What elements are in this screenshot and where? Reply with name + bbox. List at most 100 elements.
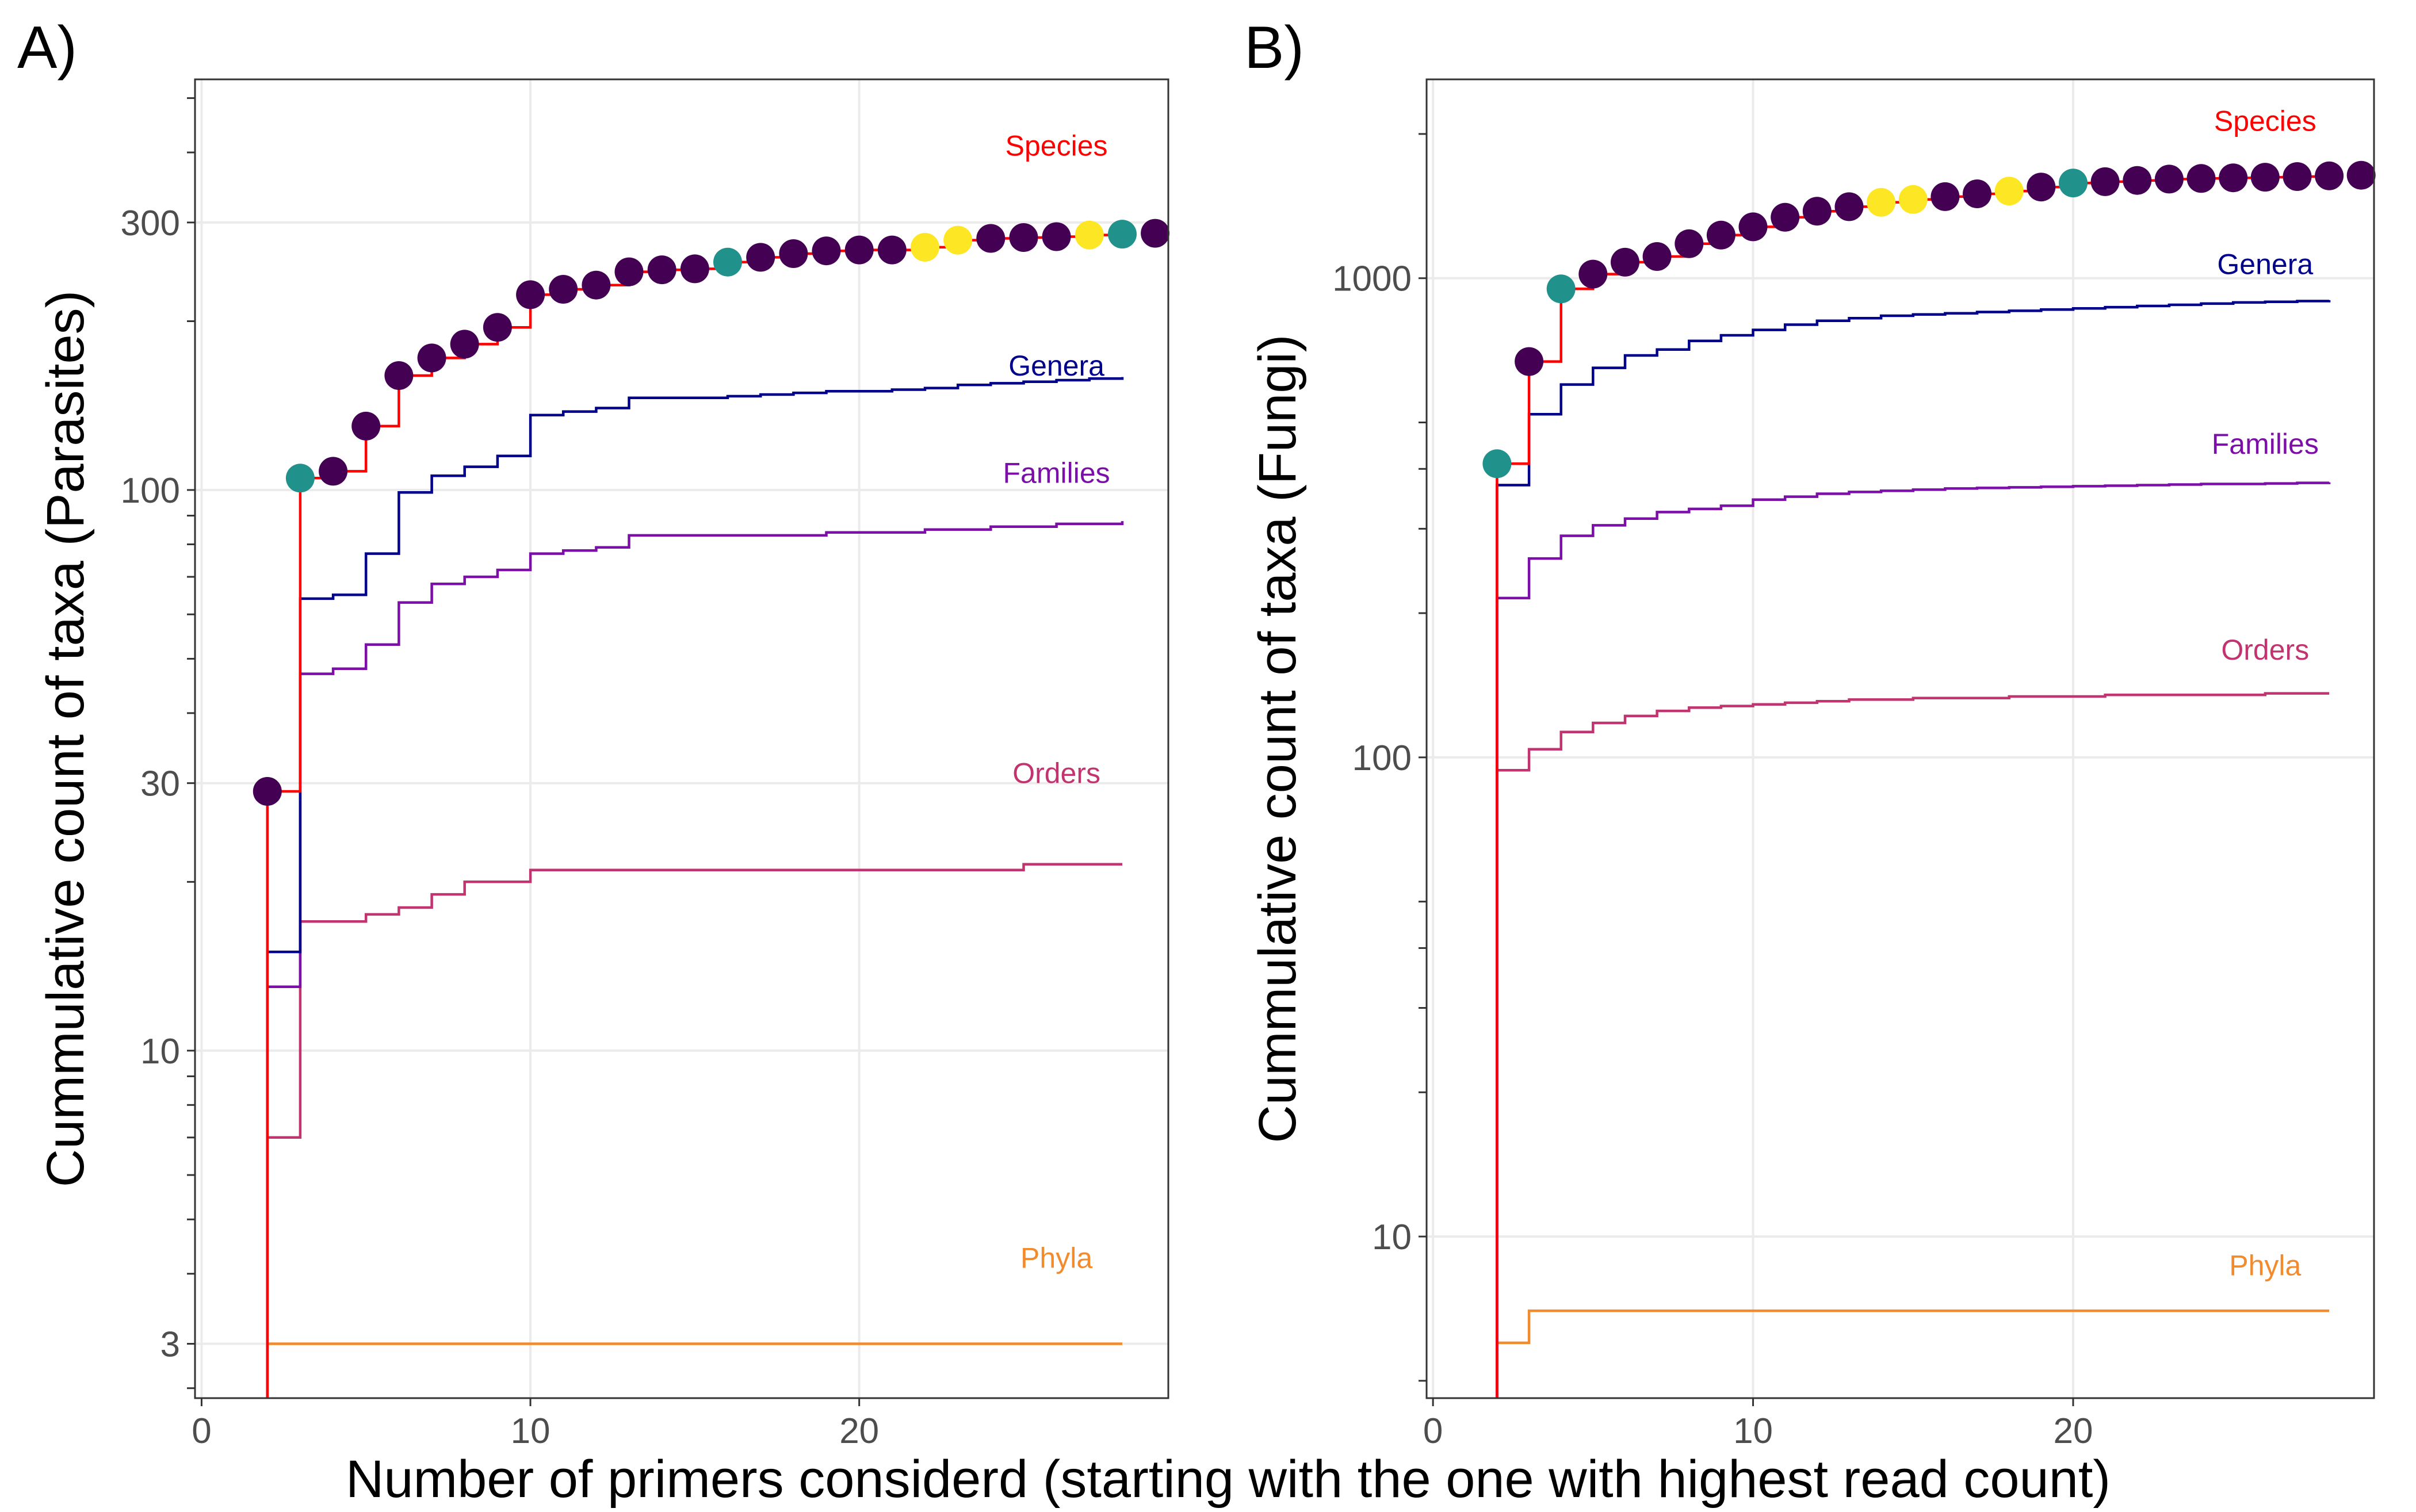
series-line-orders — [1496, 692, 2330, 1398]
species-point — [1834, 192, 1864, 221]
species-point — [319, 457, 348, 486]
series-label-phyla: Phyla — [1020, 1242, 1092, 1274]
species-point — [516, 280, 545, 309]
series-line-genera — [1496, 300, 2331, 1398]
panel-label: B) — [1244, 14, 1304, 81]
species-point — [680, 254, 709, 284]
x-tick-label: 10 — [1733, 1411, 1773, 1451]
series-label-genera: Genera — [1008, 350, 1104, 382]
species-point — [1042, 222, 1071, 251]
species-point — [1898, 185, 1928, 214]
x-tick-label: 0 — [1423, 1411, 1443, 1451]
species-point — [1515, 347, 1544, 376]
y-tick-label: 3 — [160, 1325, 180, 1365]
species-point — [844, 235, 874, 265]
species-point — [253, 777, 282, 806]
plot-frame — [194, 78, 1169, 1399]
species-point — [1963, 179, 1991, 208]
species-point — [2186, 164, 2216, 193]
series-label-species: Species — [2214, 105, 2316, 137]
y-tick-label: 30 — [140, 764, 180, 804]
species-point — [1930, 182, 1960, 211]
species-point — [647, 255, 676, 285]
species-point — [384, 361, 414, 390]
species-point — [1578, 259, 1608, 289]
species-point — [2219, 163, 2248, 193]
series-line-families — [266, 521, 1124, 1398]
species-point — [1009, 223, 1038, 252]
series-label-species: Species — [1006, 129, 1108, 162]
series-label-phyla: Phyla — [2229, 1249, 2301, 1281]
species-point — [2090, 167, 2120, 196]
plot-frame — [1425, 78, 2375, 1399]
species-point — [976, 224, 1006, 253]
x-tick-label: 10 — [511, 1411, 551, 1451]
series-line-families — [1496, 481, 2331, 1398]
series-line-phyla — [266, 1342, 1122, 1398]
species-point — [2123, 166, 2152, 195]
species-point — [1802, 197, 1832, 226]
species-point — [1141, 219, 1170, 248]
species-point — [351, 411, 381, 441]
species-point — [779, 239, 808, 268]
species-point — [1075, 220, 1104, 250]
species-point — [911, 232, 939, 262]
species-point — [450, 330, 479, 359]
species-point — [2250, 163, 2280, 192]
species-point — [417, 343, 446, 373]
species-point — [1771, 202, 1800, 232]
species-point — [483, 313, 512, 342]
series-label-orders: Orders — [1012, 757, 1100, 790]
x-axis-title: Number of primers considerd (starting wi… — [346, 1450, 2111, 1509]
species-point — [2027, 173, 2056, 202]
panel-a: A) Species Genera Families Orders Phyla 3 10 30 1… — [17, 14, 1170, 1451]
plot-background — [1427, 79, 2374, 1398]
species-point — [614, 257, 644, 286]
y-tick-label: 10 — [1372, 1218, 1412, 1257]
y-axis-title: Cummulative count of taxa (Parasites) — [36, 290, 95, 1188]
y-tick-label: 100 — [1352, 738, 1412, 778]
y-tick-label: 100 — [121, 471, 180, 511]
species-point — [1482, 449, 1512, 479]
species-point — [713, 247, 742, 277]
species-point — [1867, 187, 1896, 217]
species-point — [1546, 274, 1576, 304]
species-point — [746, 243, 775, 272]
series-line-phyla — [1496, 1309, 2330, 1398]
species-point — [1611, 247, 1639, 277]
x-tick-label: 20 — [839, 1411, 879, 1451]
species-point — [2059, 169, 2088, 198]
species-point — [582, 270, 611, 300]
y-tick-label: 1000 — [1332, 259, 1412, 299]
y-tick-label: 10 — [140, 1032, 180, 1071]
series-label-families: Families — [1003, 457, 1110, 489]
panel-label: A) — [17, 14, 77, 81]
y-axis-title: Cummulative count of taxa (Fungi) — [1248, 334, 1307, 1143]
x-tick-label: 20 — [2053, 1411, 2093, 1451]
species-point — [1108, 220, 1137, 249]
species-point — [1994, 177, 2024, 206]
species-point — [1675, 229, 1704, 258]
species-point — [2283, 162, 2312, 191]
species-point — [549, 275, 578, 304]
species-point — [2346, 160, 2376, 190]
series-line-orders — [266, 863, 1122, 1398]
species-point — [1642, 242, 1672, 271]
panel-b: B)SpeciesGeneraFamiliesOrdersPhyla101001… — [1244, 14, 2376, 1451]
species-point — [2154, 164, 2184, 194]
x-tick-label: 0 — [192, 1411, 211, 1451]
species-point — [877, 235, 907, 265]
series-line-genera — [266, 377, 1124, 1398]
species-point — [1738, 212, 1768, 242]
species-point — [2315, 161, 2344, 190]
species-point — [285, 464, 315, 493]
series-label-families: Families — [2212, 428, 2319, 460]
species-point — [1706, 220, 1735, 250]
species-point — [943, 225, 973, 255]
series-label-orders: Orders — [2221, 634, 2309, 666]
species-point — [812, 236, 841, 266]
y-tick-label: 300 — [121, 204, 180, 243]
series-label-genera: Genera — [2217, 248, 2313, 281]
plot-background — [195, 79, 1168, 1398]
